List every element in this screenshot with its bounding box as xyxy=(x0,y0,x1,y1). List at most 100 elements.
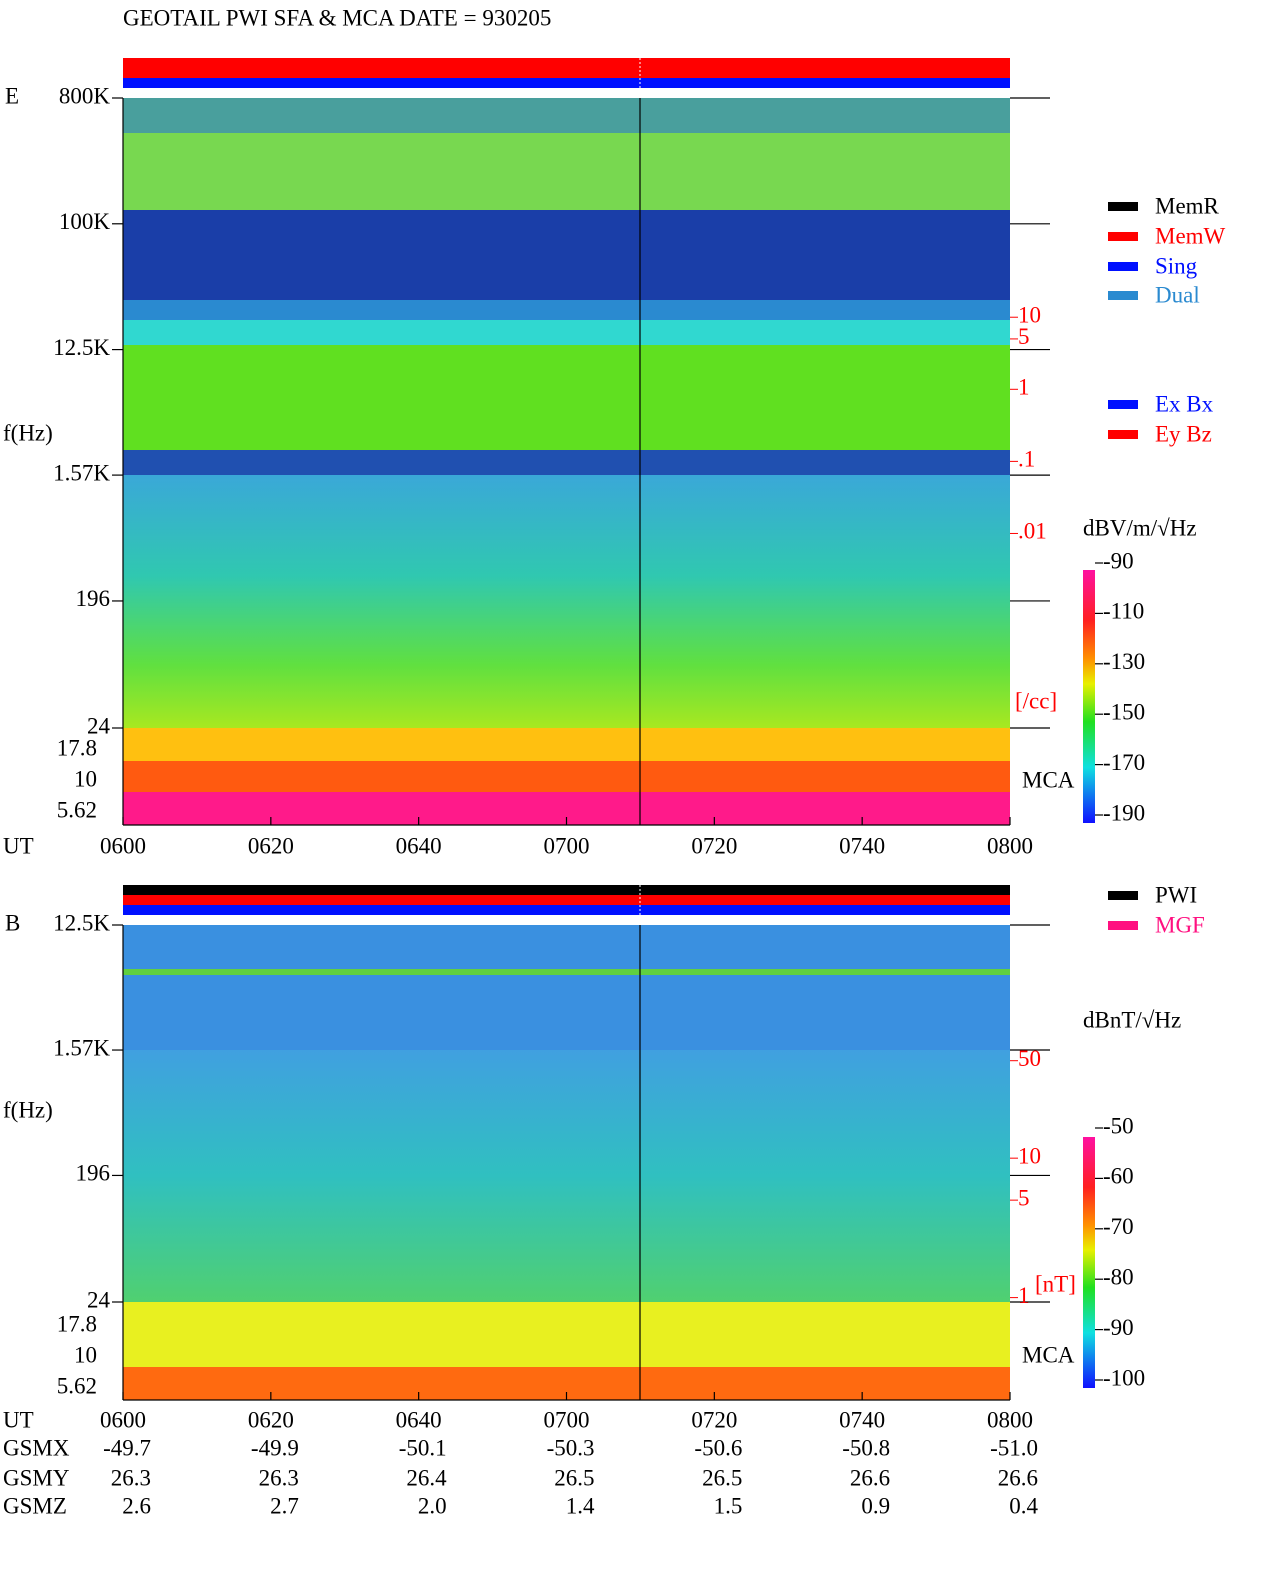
cell: 2.7 xyxy=(270,1493,299,1518)
x-tick-label: 0800 xyxy=(987,1407,1033,1432)
legend-swatch xyxy=(1108,400,1138,409)
band xyxy=(123,728,1010,761)
status-bar xyxy=(123,895,1010,905)
x-tick-label: 0740 xyxy=(839,833,885,858)
status-bar xyxy=(123,885,1010,895)
y-tick-label: 1.57K xyxy=(53,1035,110,1060)
title: GEOTAIL PWI SFA & MCA DATE = 930205 xyxy=(123,5,551,30)
cell: -49.7 xyxy=(103,1435,151,1460)
band xyxy=(123,1050,1010,1302)
band xyxy=(123,345,1010,450)
cell: 2.6 xyxy=(122,1493,151,1518)
y-tick-label: 800K xyxy=(59,83,111,108)
cell: 26.3 xyxy=(111,1465,151,1490)
cell: -50.1 xyxy=(399,1435,447,1460)
band xyxy=(123,761,1010,792)
colorbar-label: dBV/m/√Hz xyxy=(1083,515,1197,540)
mca-label: MCA xyxy=(1022,1342,1075,1367)
x-axis-label: UT xyxy=(3,833,34,858)
mca-tick-label: 10 xyxy=(74,766,97,791)
colorbar xyxy=(1083,1137,1095,1388)
mca-tick-label: 17.8 xyxy=(57,735,97,760)
y-tick-label: 196 xyxy=(76,1161,111,1186)
cell: 2.0 xyxy=(418,1493,447,1518)
x-axis-label: UT xyxy=(3,1407,34,1432)
legend-swatch xyxy=(1108,891,1138,900)
y-tick-label: 100K xyxy=(59,209,111,234)
cell: 1.5 xyxy=(714,1493,743,1518)
status-bar xyxy=(123,905,1010,915)
status-bar xyxy=(123,58,1010,70)
legend-label: Ex Bx xyxy=(1155,391,1214,416)
colorbar-tick-label: -170 xyxy=(1103,750,1145,775)
legend-label: Sing xyxy=(1155,253,1198,278)
cell: -50.8 xyxy=(842,1435,890,1460)
colorbar-tick-label: -90 xyxy=(1103,1315,1134,1340)
cell: 0.9 xyxy=(861,1493,890,1518)
band xyxy=(123,450,1010,475)
row-header: GSMX xyxy=(3,1435,70,1460)
x-tick-label: 0700 xyxy=(544,833,590,858)
legend-label: MGF xyxy=(1155,912,1205,937)
mca-tick-label: 17.8 xyxy=(57,1311,97,1336)
y2-axis-label: [nT] xyxy=(1035,1271,1076,1296)
colorbar-tick-label: -190 xyxy=(1103,800,1145,825)
colorbar-tick-label: -80 xyxy=(1103,1264,1134,1289)
band xyxy=(123,300,1010,322)
mca-tick-label: 10 xyxy=(74,1342,97,1367)
legend-label: MemW xyxy=(1155,223,1226,248)
colorbar-tick-label: -110 xyxy=(1103,599,1144,624)
legend-label: MemR xyxy=(1155,193,1220,218)
cell: 26.5 xyxy=(554,1465,594,1490)
x-tick-label: 0720 xyxy=(691,1407,737,1432)
y-tick-label: 12.5K xyxy=(53,335,110,360)
y-tick-label: 12.5K xyxy=(53,910,110,935)
legend-label: PWI xyxy=(1155,882,1197,907)
colorbar-tick-label: -70 xyxy=(1103,1214,1134,1239)
x-tick-label: 0700 xyxy=(544,1407,590,1432)
y-axis-label: f(Hz) xyxy=(3,1097,53,1122)
legend-swatch xyxy=(1108,202,1138,211)
colorbar-tick-label: -90 xyxy=(1103,548,1134,573)
legend-swatch xyxy=(1108,430,1138,439)
colorbar-tick-label: -50 xyxy=(1103,1113,1134,1138)
y2-tick-label: 1 xyxy=(1018,375,1030,400)
y-tick-label: 24 xyxy=(87,1287,111,1312)
cell: 26.6 xyxy=(998,1465,1038,1490)
cell: -50.6 xyxy=(694,1435,742,1460)
cell: 0.4 xyxy=(1009,1493,1038,1518)
y2-tick-label: .1 xyxy=(1018,447,1035,472)
y2-axis-label: [/cc] xyxy=(1015,688,1057,713)
legend-label: Dual xyxy=(1155,282,1200,307)
panel-label: B xyxy=(5,910,20,935)
legend-swatch xyxy=(1108,232,1138,241)
status-bar xyxy=(123,70,1010,78)
x-tick-label: 0600 xyxy=(100,1407,146,1432)
y2-tick-label: .01 xyxy=(1018,519,1047,544)
cell: -50.3 xyxy=(547,1435,595,1460)
x-tick-label: 0640 xyxy=(396,833,442,858)
cell: -51.0 xyxy=(990,1435,1038,1460)
status-bar xyxy=(123,78,1010,88)
cell: 1.4 xyxy=(566,1493,595,1518)
colorbar-tick-label: -150 xyxy=(1103,699,1145,724)
colorbar xyxy=(1083,570,1095,823)
band xyxy=(123,969,1010,975)
row-header: GSMY xyxy=(3,1465,70,1490)
mca-tick-label: 5.62 xyxy=(57,1373,97,1398)
x-tick-label: 0640 xyxy=(396,1407,442,1432)
band xyxy=(123,98,1010,133)
legend-swatch xyxy=(1108,291,1138,300)
panel-label: E xyxy=(5,83,19,108)
y-axis-label: f(Hz) xyxy=(3,420,53,445)
y-tick-label: 1.57K xyxy=(53,460,110,485)
colorbar-tick-label: -60 xyxy=(1103,1164,1134,1189)
mca-tick-label: 5.62 xyxy=(57,797,97,822)
y2-tick-label: 1 xyxy=(1018,1283,1030,1308)
colorbar-label: dBnT/√Hz xyxy=(1083,1007,1181,1032)
band xyxy=(123,925,1010,1050)
cell: 26.5 xyxy=(702,1465,742,1490)
band xyxy=(123,320,1010,345)
y-tick-label: 24 xyxy=(87,713,111,738)
